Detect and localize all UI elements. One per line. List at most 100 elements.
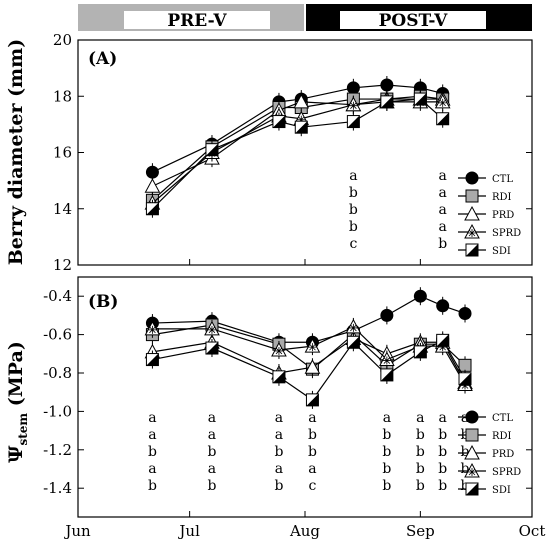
significance-letter: a [208,410,216,426]
significance-letter: b [382,427,391,443]
significance-letter: b [438,236,447,252]
marker-half-square-fill [414,345,427,358]
marker-half-square-fill [272,115,285,128]
significance-letter: a [275,427,283,443]
marker-circle [458,306,472,320]
phase-post-v-label: POST-V [379,11,449,31]
y-tick-label: 14 [53,200,72,218]
significance-letter: b [416,478,425,494]
marker-triangle-star-inner [468,468,476,476]
panel-a-ylabel: Berry diameter (mm) [5,39,27,266]
significance-letter: b [308,427,317,443]
chart-marks: Jun Jul Aug Sep Oct1214161820abbbcaaaabCTLRD… [43,31,545,540]
significance-letter: b [207,444,216,460]
series-line-sdi [152,98,444,210]
x-tick-label: Aug [289,522,320,540]
y-tick-label: -0.8 [43,364,72,382]
marker-triangle-star-inner [468,229,476,237]
significance-letter: b [349,202,358,218]
marker-half-square-fill [306,393,319,406]
significance-letter: b [461,444,470,460]
marker-triangle [293,93,310,109]
marker-half-square-fill [380,95,393,108]
significance-letter: b [148,444,157,460]
legend-label-sdi: SDI [492,485,511,496]
significance-letter: b [274,478,283,494]
legend-label-sdi: SDI [492,246,511,257]
significance-letter: a [439,219,447,235]
marker-circle [380,78,394,92]
y-tick-label: 16 [53,144,72,162]
legend-label-sprd: SPRD [492,228,521,239]
significance-letter: a [439,202,447,218]
marker-triangle-star-inner [349,101,358,110]
significance-letter: c [349,236,357,252]
significance-letter: a [439,168,447,184]
panel-a-label: (A) [88,49,117,69]
marker-square [458,358,472,372]
significance-letter: b [382,478,391,494]
marker-triangle [464,444,480,460]
marker-circle [465,410,479,424]
marker-half-square-fill [146,353,159,366]
significance-letter: b [461,478,470,494]
legend-label-prd: PRD [492,210,514,221]
significance-letter: a [148,410,156,426]
significance-letter: c [309,478,317,494]
significance-letter: a [349,168,357,184]
marker-circle [145,165,159,179]
x-tick-label: Jul [177,522,200,540]
marker-square [465,189,479,203]
panel-a-frame [77,39,533,266]
marker-half-square-fill [436,112,449,125]
series-line-ctl [152,295,466,343]
y-tick-label: -0.4 [43,287,72,305]
marker-triangle-star-inner [148,325,157,334]
marker-half-square-fill [347,336,360,349]
marker-triangle-star-inner [274,346,283,355]
marker-half-square-fill [347,115,360,128]
significance-letter: b [349,185,358,201]
significance-letter: a [461,410,469,426]
significance-letter: b [438,427,447,443]
significance-letter: b [416,461,425,477]
marker-half-square-fill [466,483,478,495]
y-tick-label: -1.2 [43,441,72,459]
marker-circle [380,308,394,322]
y-tick-label: 18 [53,87,72,105]
significance-letter: a [439,185,447,201]
marker-half-square-fill [380,368,393,381]
significance-letter: a [208,427,216,443]
x-tick-label: Oct [519,522,546,540]
significance-letter: b [461,461,470,477]
marker-triangle-star-inner [349,323,358,332]
significance-letter: b [438,444,447,460]
x-tick-label: Jun [63,522,91,540]
marker-half-square-fill [146,202,159,215]
legend-label-ctl: CTL [492,413,513,424]
marker-triangle [464,205,480,221]
significance-letter: a [308,410,316,426]
significance-letter: a [439,410,447,426]
ylabel-unit: (MPa) [5,341,27,413]
phase-post-v-label-box [340,11,486,29]
significance-letter: b [416,444,425,460]
y-tick-label: -1.0 [43,402,72,420]
significance-letter: b [148,478,157,494]
significance-letter: a [148,461,156,477]
ylabel-psi: Ψ [5,445,27,463]
marker-half-square-fill [466,244,478,256]
panel-b-ylabel: Ψstem (MPa) [5,341,30,463]
significance-letter: b [382,461,391,477]
series-line-sprd [152,101,443,204]
marker-half-square-fill [436,334,449,347]
significance-letter: a [275,410,283,426]
marker-circle [413,289,427,303]
marker-triangle-star-inner [207,325,216,334]
legend-label-rdi: RDI [492,192,512,203]
significance-letter: b [308,444,317,460]
significance-letter: b [349,219,358,235]
marker-square [465,428,479,442]
legend-label-prd: PRD [492,449,514,460]
